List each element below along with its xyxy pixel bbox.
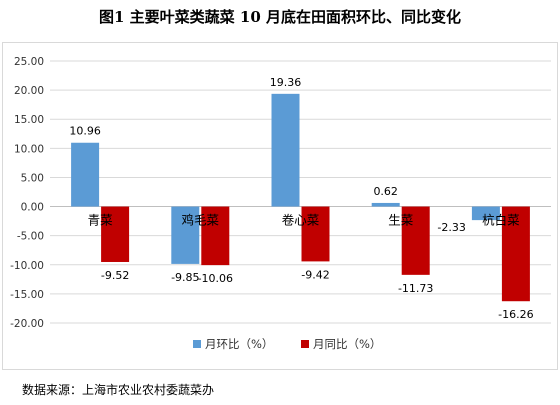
bar-chart: -20.00 -15.00 -10.00 -5.00 0.00 5.00 10.00 15.0…: [10, 56, 551, 351]
y-tick-label: 5.00: [21, 172, 44, 184]
yoy-bar-2: [201, 206, 230, 266]
y-tick-label: -10.00: [10, 260, 44, 272]
yoy-data-label-3: -9.42: [301, 268, 329, 281]
category-label-3: 卷心菜: [282, 213, 320, 228]
chart-title: 图1 主要叶菜类蔬菜 10 月底在田面积环比、同比变化: [99, 8, 461, 26]
legend-label-1: 月环比（%）: [205, 337, 273, 351]
y-tick-label: 25.00: [14, 56, 44, 68]
legend-swatch-1: [193, 340, 201, 348]
yoy-bar-5: [501, 206, 530, 302]
mom-bar-3: [271, 93, 300, 207]
mom-data-label-5: -2.33: [437, 221, 465, 234]
legend-swatch-2: [301, 340, 309, 348]
category-label-5: 杭白菜: [482, 213, 520, 228]
yoy-data-label-2: -10.06: [198, 272, 233, 285]
legend-label-2: 月同比（%）: [313, 337, 381, 351]
category-label-4: 生菜: [388, 213, 414, 228]
y-tick-label: 20.00: [14, 85, 44, 97]
mom-bar-2: [171, 206, 200, 264]
mom-data-label-2: -9.85: [171, 271, 199, 284]
y-tick-label: -20.00: [10, 318, 44, 330]
mom-bar-4: [371, 202, 400, 207]
yoy-bar-3: [301, 206, 330, 262]
mom-data-label-3: 19.36: [270, 76, 302, 89]
mom-bar-5: [471, 206, 500, 221]
y-tick-label: 10.00: [14, 143, 44, 155]
category-label-2: 鸡毛菜: [182, 213, 220, 228]
yoy-data-label-5: -16.26: [498, 308, 533, 321]
yoy-bar-4: [401, 206, 430, 275]
y-tick-label: -15.00: [10, 289, 44, 301]
mom-data-label-4: 0.62: [373, 185, 398, 198]
y-tick-label: -5.00: [17, 231, 44, 243]
mom-data-label-1: 10.96: [69, 125, 101, 138]
mom-bar-1: [71, 142, 100, 207]
y-tick-label: 0.00: [21, 202, 44, 214]
data-source-note: 数据来源：上海市农业农村委蔬菜办: [22, 383, 215, 397]
yoy-data-label-1: -9.52: [101, 269, 129, 282]
y-tick-label: 15.00: [14, 114, 44, 126]
chart-area: -20.00 -15.00 -10.00 -5.00 0.00 5.00 10.00 15.0…: [2, 42, 558, 370]
yoy-bar-1: [101, 206, 130, 262]
yoy-data-label-4: -11.73: [398, 282, 433, 295]
category-label-1: 青菜: [88, 213, 114, 228]
